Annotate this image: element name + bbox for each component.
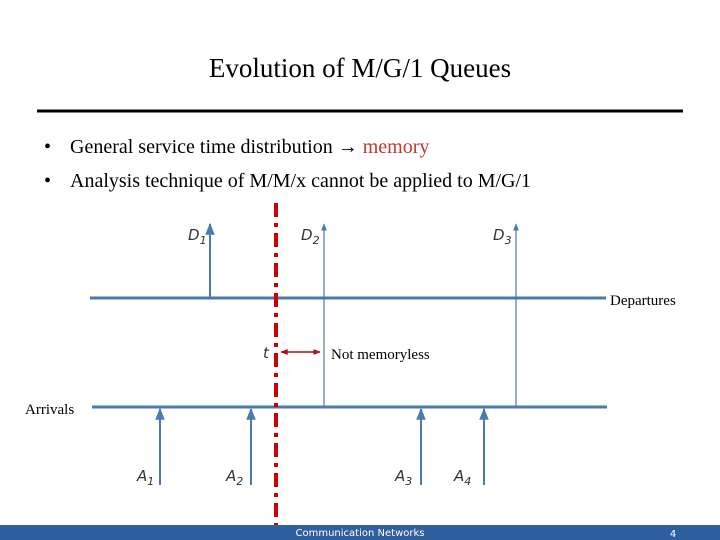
bullet-dot: • (44, 136, 51, 158)
event-symbol: D (188, 226, 200, 244)
event-index: 2 (313, 234, 320, 247)
event-label: D3 (493, 226, 512, 247)
bullet-text: General service time distribution → (70, 136, 358, 158)
event-symbol: A (394, 467, 405, 485)
event-symbol: A (136, 467, 147, 485)
event-symbol: D (301, 226, 313, 244)
event-symbol: A (225, 467, 236, 485)
bullet-dot: • (44, 170, 51, 192)
event-index: 3 (505, 234, 512, 247)
footer-course: Communication Networks (296, 528, 425, 539)
event-index: 4 (464, 475, 471, 488)
departures-label: Departures (610, 293, 676, 309)
event-index: 1 (200, 234, 207, 247)
slide-title: Evolution of M/G/1 Queues (209, 53, 511, 83)
event-label: A2 (225, 467, 243, 488)
event-label: D2 (301, 226, 320, 247)
page-number: 4 (670, 529, 676, 540)
event-label: A4 (453, 467, 471, 488)
footer-bar (0, 525, 720, 540)
event-symbol: D (493, 226, 505, 244)
event-label: A1 (136, 467, 154, 488)
bullet-highlight: memory (363, 136, 430, 158)
event-index: 1 (147, 475, 154, 488)
arrivals-label: Arrivals (25, 402, 74, 418)
event-label: A3 (394, 467, 412, 488)
event-label: D1 (188, 226, 207, 247)
event-index: 2 (236, 475, 243, 488)
interval-label: Not memoryless (331, 347, 430, 363)
bullet: General service time distribution → memo… (70, 136, 429, 158)
event-symbol: A (453, 467, 464, 485)
bullet-text: Analysis technique of M/M/x cannot be ap… (70, 170, 531, 192)
event-index: 3 (405, 475, 412, 488)
time-label: t (263, 344, 270, 362)
